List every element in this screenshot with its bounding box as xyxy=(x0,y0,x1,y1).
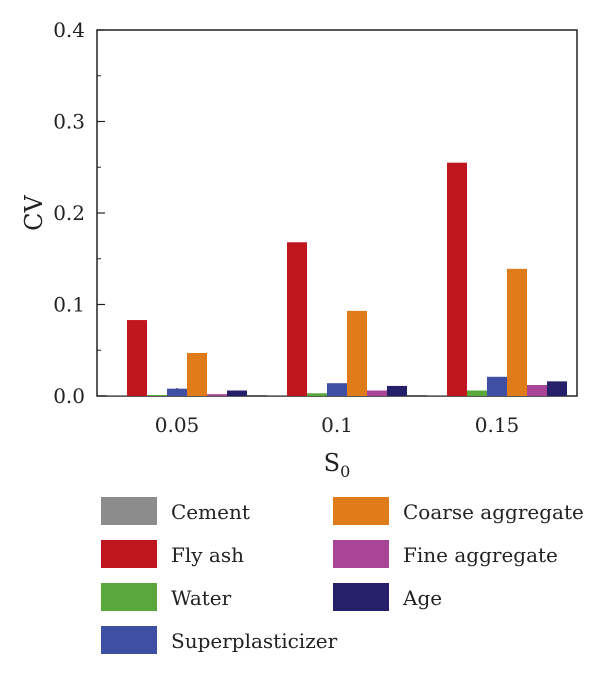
legend-swatch xyxy=(333,583,389,611)
bar-age xyxy=(227,390,247,396)
legend: Cement Fly ash Water Superplasticizer Coarse… xyxy=(101,497,584,654)
legend-swatch xyxy=(101,497,157,525)
bars-group xyxy=(107,162,567,396)
bar-superplasticizer xyxy=(487,376,507,396)
y-axis-title: CV xyxy=(20,194,48,230)
legend-swatch xyxy=(101,583,157,611)
legend-swatch xyxy=(101,540,157,568)
bar-superplasticizer xyxy=(167,388,187,396)
plot-frame xyxy=(96,29,578,397)
bar-cement xyxy=(107,395,127,396)
x-tick-label: 0.05 xyxy=(155,413,200,437)
y-tick-label: 0.4 xyxy=(53,18,85,42)
y-tick-label: 0.1 xyxy=(53,293,85,317)
legend-swatch xyxy=(101,626,157,654)
bar-coarse-aggregate xyxy=(507,268,527,396)
legend-label: Superplasticizer xyxy=(171,629,338,653)
bar-age xyxy=(387,385,407,396)
x-tick-label: 0.15 xyxy=(475,413,520,437)
legend-label: Age xyxy=(402,586,442,610)
legend-label: Water xyxy=(171,586,232,610)
x-axis-title-subscript: 0 xyxy=(340,462,350,481)
bar-cement xyxy=(267,395,287,396)
bar-water xyxy=(307,393,327,396)
plot-axes: 0.0 0.1 0.2 0.3 0.4 CV 0.05 0.1 0.15 S0 xyxy=(20,18,578,481)
bar-age xyxy=(547,381,567,396)
bar-fly-ash xyxy=(127,320,147,396)
legend-label: Coarse aggregate xyxy=(403,500,584,524)
bar-fine-aggregate xyxy=(367,390,387,396)
legend-swatch xyxy=(333,497,389,525)
bar-water xyxy=(147,395,167,396)
x-axis-title-main: S xyxy=(324,449,340,477)
bar-coarse-aggregate xyxy=(347,310,367,396)
bar-superplasticizer xyxy=(327,383,347,396)
legend-label: Fine aggregate xyxy=(403,543,558,567)
y-tick-label: 0.2 xyxy=(53,201,85,225)
bar-fine-aggregate xyxy=(527,385,547,396)
x-axis-title: S0 xyxy=(324,449,351,481)
legend-label: Cement xyxy=(171,500,250,524)
bar-water xyxy=(467,390,487,396)
legend-label: Fly ash xyxy=(171,543,244,567)
y-tick-label: 0.3 xyxy=(53,110,85,134)
bar-fly-ash xyxy=(447,162,467,396)
legend-swatch xyxy=(333,540,389,568)
x-tick-label: 0.1 xyxy=(321,413,353,437)
bar-coarse-aggregate xyxy=(187,352,207,396)
bar-fly-ash xyxy=(287,242,307,396)
y-tick-label: 0.0 xyxy=(53,384,85,408)
bar-cement xyxy=(427,395,447,396)
bar-fine-aggregate xyxy=(207,394,227,396)
